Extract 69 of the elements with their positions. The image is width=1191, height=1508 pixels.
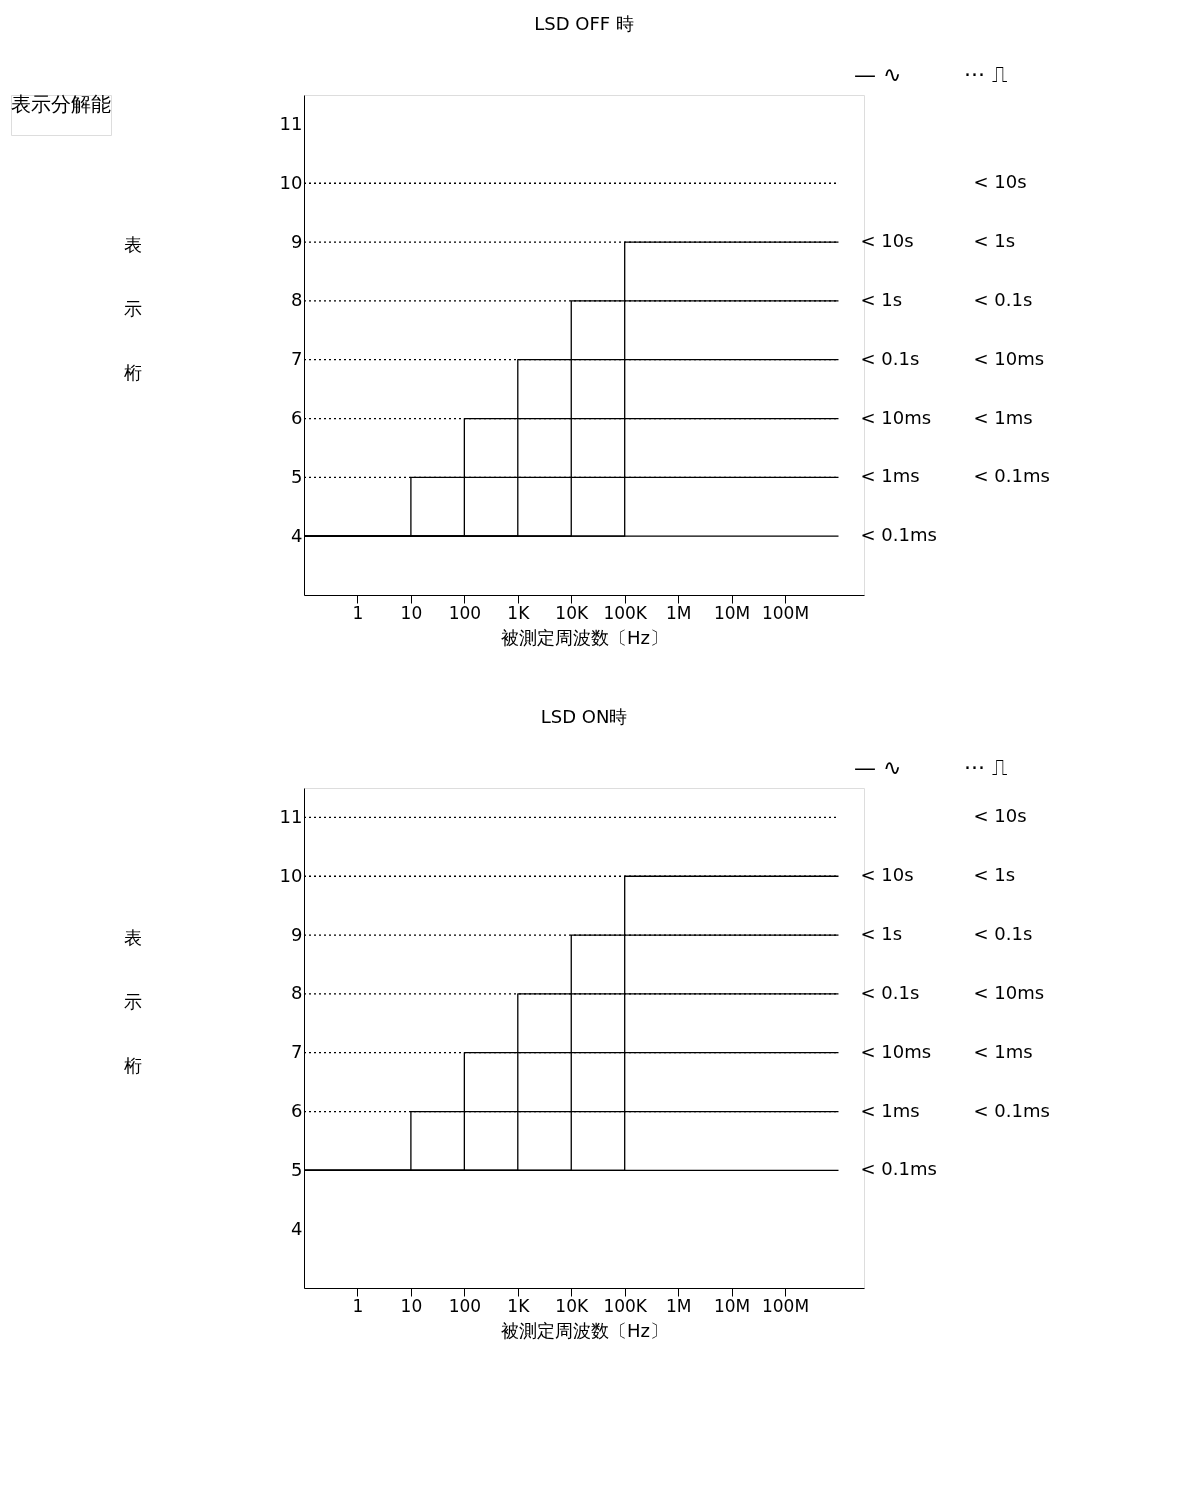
x-tick-label: 10 [400,602,423,623]
series-label: < 1s [860,923,903,945]
y-tick-label: 11 [279,805,303,827]
text: < 0.1ms [973,1099,1050,1121]
x-tick-label: 100 [448,602,482,623]
y-tick-label: 9 [291,230,303,252]
text: < 1s [973,864,1016,886]
text: < 10ms [973,981,1045,1003]
x-axis-title: 被測定周波数〔Hz〕 [501,1319,668,1341]
text: ··· ⎍ [964,755,1007,780]
y-tick-label: 5 [291,465,303,487]
text: < 0.1ms [973,465,1050,487]
y-tick-label: 4 [291,1217,303,1239]
chart-title: LSD ON時 [540,706,628,727]
series-label: < 0.1s [860,347,920,369]
y-tick-label: 5 [291,1158,303,1180]
x-tick-label: 10K [555,1295,589,1316]
series-label: < 10ms [860,406,932,428]
x-tick-label: 100 [448,1295,482,1316]
text: < 0.1s [973,288,1033,310]
x-tick-label: 10K [555,602,589,623]
x-tick-label: 1K [507,602,531,623]
x-tick-label: 10 [400,1295,423,1316]
x-tick-label: 1K [507,1295,531,1316]
series-label: < 1ms [860,1099,920,1121]
text: 表示桁 [123,926,142,1076]
text: < 10ms [973,347,1045,369]
series-label: < 0.1ms [860,524,937,546]
y-tick-label: 7 [291,1041,303,1063]
series-label: < 1s [860,288,903,310]
x-tick-label: 100M [761,602,810,623]
text: < 1ms [973,1040,1033,1062]
x-tick-label: 1 [352,602,364,623]
y-tick-label: 8 [291,982,303,1004]
y-tick-label: 8 [291,289,303,311]
x-tick-label: 100K [603,1295,648,1316]
x-tick-label: 1M [665,1295,692,1316]
y-tick-label: 9 [291,923,303,945]
x-tick-label: 1M [665,602,692,623]
x-tick-label: 100K [603,602,648,623]
y-tick-label: 10 [279,864,303,886]
series-label: < 10s [860,230,914,252]
x-axis-title: 被測定周波数〔Hz〕 [501,626,668,648]
text: — ∿ [854,62,902,87]
series-label: < 10s [860,864,914,886]
text: < 0.1s [973,923,1033,945]
text: < 10s [973,171,1027,193]
x-tick-label: 100M [761,1295,810,1316]
x-tick-label: 10M [713,602,751,623]
text: — ∿ [854,755,902,780]
text: < 1ms [973,406,1033,428]
y-tick-label: 10 [279,171,303,193]
series-label: < 0.1ms [860,1158,937,1180]
text: < 1s [973,230,1016,252]
text: < 10s [973,805,1027,827]
series-label: < 0.1s [860,981,920,1003]
x-tick-label: 10M [713,1295,751,1316]
text: 表示分解能 [11,92,111,116]
series-label: < 10ms [860,1040,932,1062]
chart-title: LSD OFF 時 [534,13,634,34]
x-tick-label: 1 [352,1295,364,1316]
y-tick-label: 4 [291,524,303,546]
y-tick-label: 6 [291,407,303,429]
series-label: < 1ms [860,465,920,487]
text: 表示桁 [123,233,142,383]
y-tick-label: 7 [291,348,303,370]
y-tick-label: 11 [279,112,303,134]
text: ··· ⎍ [964,62,1007,87]
y-tick-label: 6 [291,1100,303,1122]
